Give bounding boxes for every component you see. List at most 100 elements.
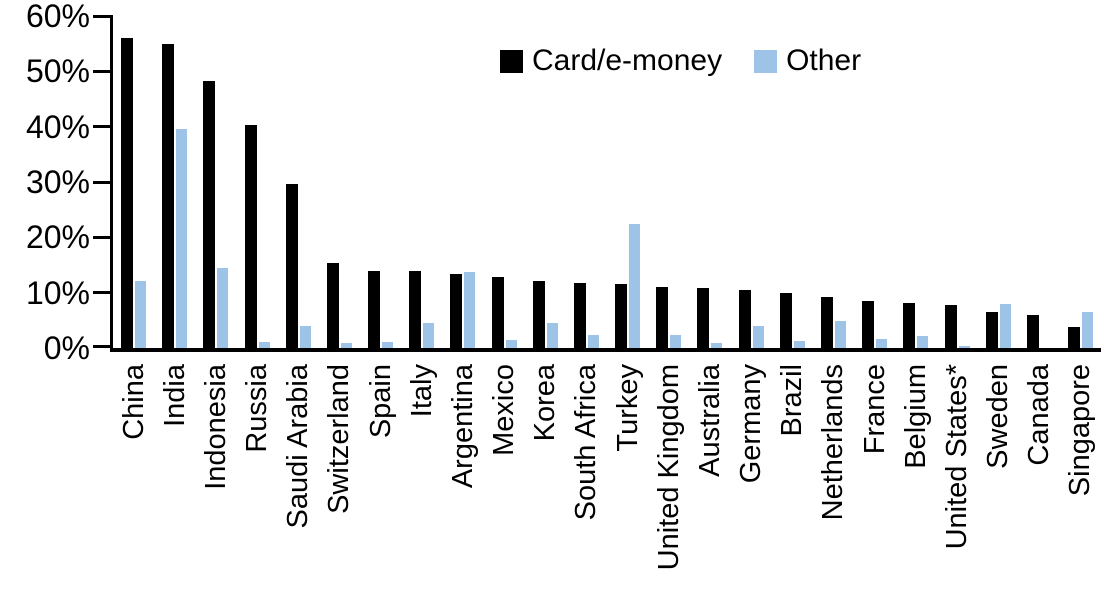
bar-card-e-money [944, 305, 957, 348]
bar-card-e-money [326, 262, 339, 348]
x-category-label: Sweden [982, 364, 1015, 469]
bar-group-mexico [484, 16, 525, 348]
bar-group-korea [525, 16, 566, 348]
bar-other [1082, 311, 1094, 348]
bar-group-belgium [895, 16, 936, 348]
bar-group-united-kingdom [648, 16, 689, 348]
bar-group-australia [689, 16, 730, 348]
x-category-label: Indonesia [199, 364, 232, 490]
x-category-label: Netherlands [817, 364, 850, 521]
bar-group-indonesia [195, 16, 236, 348]
x-category-label: United States* [940, 364, 973, 550]
bar-group-turkey [607, 16, 648, 348]
bar-group-italy [401, 16, 442, 348]
y-tick-label: 10% [25, 274, 90, 311]
x-category-label: Mexico [488, 364, 521, 456]
bar-card-e-money [738, 289, 751, 348]
x-category-label: China [117, 364, 150, 440]
bar-other [752, 326, 764, 348]
x-category-label: Argentina [446, 364, 479, 489]
legend-swatch-other [754, 49, 778, 73]
y-tick [93, 235, 113, 239]
bar-other [629, 223, 641, 348]
legend-label-card-e-money: Card/e-money [532, 44, 723, 77]
x-category-label: Turkey [611, 364, 644, 452]
bar-card-e-money [862, 301, 875, 348]
bar-card-e-money [244, 125, 257, 348]
bar-card-e-money [1026, 315, 1039, 348]
y-tick-label: 40% [25, 108, 90, 145]
x-category-label: United Kingdom [652, 364, 685, 571]
bar-group-sweden [978, 16, 1019, 348]
x-axis-labels: China India Indonesia Russia Saudi Arabia Swi… [0, 352, 1112, 594]
bar-groups [113, 16, 1101, 348]
bar-other [876, 339, 888, 348]
x-category-label: India [158, 364, 191, 427]
bar-card-e-money [573, 283, 586, 348]
legend-item-other: Other [754, 44, 861, 78]
bar-card-e-money [121, 38, 134, 348]
bar-other [382, 341, 394, 348]
bar-other [546, 323, 558, 348]
y-tick [93, 345, 113, 348]
bar-card-e-money [615, 284, 628, 348]
y-tick-label: 50% [25, 53, 90, 90]
bar-group-saudi-arabia [278, 16, 319, 348]
bar-group-canada [1019, 16, 1060, 348]
bar-other [711, 342, 723, 348]
bar-card-e-money [903, 303, 916, 348]
bar-other [176, 129, 188, 348]
bar-other [135, 280, 147, 348]
bar-group-switzerland [319, 16, 360, 348]
bar-group-china [113, 16, 154, 348]
x-category-label: Belgium [899, 364, 932, 469]
y-tick-label: 30% [25, 164, 90, 200]
bar-other [793, 340, 805, 348]
x-category-label: Germany [735, 364, 768, 484]
bar-other [917, 336, 929, 348]
y-tick-label: 0% [43, 330, 90, 366]
plot-area [93, 14, 1101, 352]
x-category-label: Australia [693, 364, 726, 477]
x-category-label: Saudi Arabia [282, 364, 315, 529]
bar-other [958, 345, 970, 348]
x-category-label: Singapore [1064, 364, 1097, 497]
x-category-label: Korea [529, 364, 562, 442]
x-category-label: Italy [405, 364, 438, 418]
bar-card-e-money [1068, 327, 1081, 348]
bar-other [505, 340, 517, 348]
bar-other [299, 326, 311, 348]
bar-other [423, 323, 435, 348]
bar-card-e-money [532, 281, 545, 348]
bar-card-e-money [162, 43, 175, 348]
bar-group-south-africa [566, 16, 607, 348]
bar-group-united-states [936, 16, 977, 348]
bar-group-netherlands [813, 16, 854, 348]
bar-card-e-money [409, 270, 422, 348]
bar-card-e-money [821, 297, 833, 348]
y-tick [93, 14, 113, 18]
legend-swatch-card-e-money [500, 49, 523, 73]
bar-other [464, 271, 476, 348]
y-tick [93, 291, 113, 295]
bar-other [258, 341, 270, 348]
bar-other [835, 321, 846, 348]
bar-group-germany [731, 16, 772, 348]
y-tick [93, 69, 113, 73]
y-tick-label: 20% [25, 219, 90, 256]
bar-card-e-money [450, 273, 463, 348]
bar-card-e-money [203, 81, 216, 348]
y-tick-label: 60% [25, 0, 90, 34]
x-category-label: Canada [1023, 364, 1056, 466]
bar-other [999, 303, 1011, 348]
bar-other [217, 268, 229, 348]
x-category-label: Spain [364, 364, 397, 439]
x-category-label: Switzerland [323, 364, 356, 514]
bar-card-e-money [368, 270, 381, 348]
bar-group-spain [360, 16, 401, 348]
x-category-label: South Africa [570, 364, 603, 521]
bar-other [670, 334, 682, 348]
bar-other [587, 334, 599, 348]
bar-other [340, 343, 352, 348]
